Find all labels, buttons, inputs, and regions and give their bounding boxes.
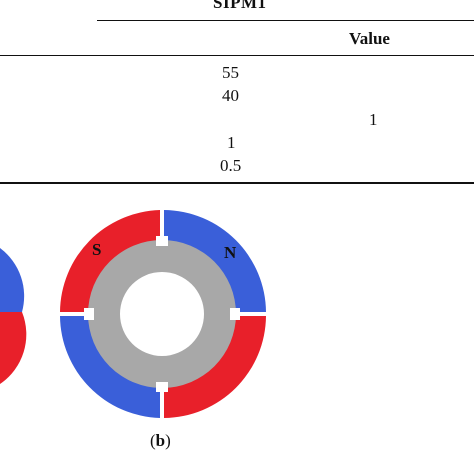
- pole-label-north: N: [224, 243, 237, 262]
- table-header-rule: [0, 55, 474, 56]
- caption-close-paren: ): [165, 431, 171, 450]
- table-bottom-rule: [0, 182, 474, 184]
- magnet-top-left-south: [60, 210, 160, 312]
- motor-a-partial: [0, 248, 27, 384]
- core-notch-left: [84, 308, 94, 320]
- magnet-top-right-north: [164, 210, 266, 312]
- core-notch-bottom: [156, 382, 168, 392]
- table-cell-value: 0.5: [220, 156, 242, 175]
- table-group-rule: [97, 20, 474, 21]
- motor-a-red-segment: [0, 312, 27, 384]
- pole-label-south: S: [92, 240, 101, 259]
- caption-letter: b: [155, 431, 166, 450]
- table-cell-value: 1: [227, 133, 236, 152]
- table-cell-value: 55: [222, 63, 239, 82]
- motor-b: S N: [60, 210, 266, 418]
- motor-a-blue-segment: [0, 248, 25, 312]
- magnet-bottom-left: [60, 316, 160, 418]
- core-notch-right: [230, 308, 240, 320]
- caption-open-paren: (: [150, 431, 156, 450]
- table-column-header: Value: [349, 29, 390, 48]
- stator-core: [88, 240, 236, 388]
- table-group-header: SIPM1: [213, 0, 267, 12]
- core-notch-top: [156, 236, 168, 246]
- table-cell-value: 1: [369, 110, 378, 129]
- figure-caption: (b): [150, 432, 171, 449]
- magnet-bottom-right: [164, 316, 266, 418]
- table-cell-value: 40: [222, 86, 239, 105]
